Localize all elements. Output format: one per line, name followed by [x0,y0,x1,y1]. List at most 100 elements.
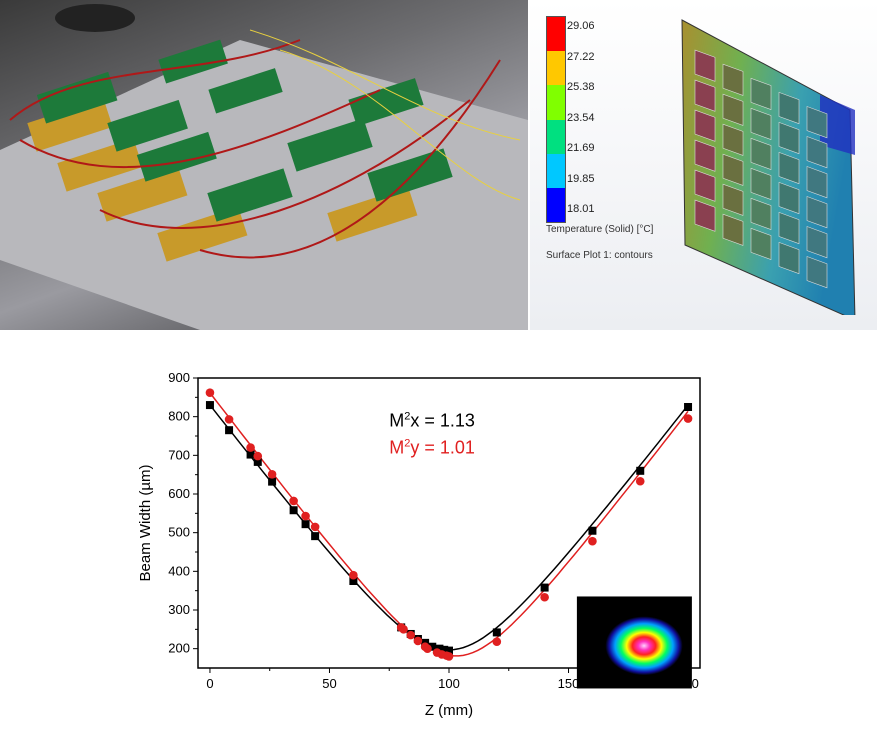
data-point-y [413,636,423,646]
x-tick-label: 50 [322,676,336,691]
data-point-x [205,401,214,410]
colorbar-label: 23.54 [567,111,595,124]
annotation-part: 2 [404,410,410,422]
data-point-y [289,496,298,506]
laser-driver-boards-photo [0,0,528,330]
colorbar-label: 21.69 [567,142,595,154]
laser-module-block [778,91,800,125]
y-tick-label: 300 [168,602,190,617]
laser-module-block [694,109,716,142]
data-point-x [445,646,453,655]
laser-module-block [694,139,716,172]
y-tick-label: 900 [168,370,190,385]
data-point-x [588,526,597,535]
laser-module-block [750,197,772,230]
laser-module-block [806,226,828,259]
x-tick-label: 100 [438,676,460,691]
laser-module-block [806,196,828,229]
colorbar-label: 27.22 [567,50,595,63]
annotation-part: M [389,437,404,457]
colorbar-label: 29.06 [567,20,595,32]
colorbar-title: Temperature (Solid) [°C] [546,224,654,235]
colorbar-segment [547,85,565,120]
laser-module-block [722,183,744,216]
laser-module-block [694,169,716,202]
colorbar-segment [547,51,565,86]
colorbar-segment [547,17,565,52]
laser-module-block [750,137,772,170]
colorbar-label: 19.85 [567,172,595,185]
beam-profile-spot [586,607,683,682]
laser-module-block [722,213,744,246]
data-point-y [399,625,408,634]
laser-module-block [806,256,828,289]
laser-module-block [806,106,828,139]
laser-module-block [806,166,828,199]
laser-module-block [778,151,800,185]
data-point-y [310,522,320,532]
m2-annotation-0: M2x = 1.13 [389,410,475,430]
laser-module-block [722,153,744,186]
data-point-y [588,536,597,546]
data-point-y [635,476,645,486]
data-point-x [289,506,298,515]
annotation-part: x = 1.13 [410,410,475,430]
data-point-x [268,477,277,486]
colorbar-label: 25.38 [567,81,595,93]
y-tick-label: 800 [168,409,190,424]
beam-width-chart: 050100150200200300400500600700800900Z (m… [130,360,710,736]
data-point-y [406,630,416,640]
laser-module-block [778,241,800,275]
colorbar-segment [547,187,565,223]
data-point-y [246,443,255,452]
colorbar-label: 18.01 [567,203,595,215]
plot-name: Surface Plot 1: contours [546,250,653,261]
data-point-x [684,403,693,411]
laser-module-block [778,181,800,215]
data-point-y [253,451,263,461]
laser-module-block [778,121,800,155]
annotation-part: 2 [404,437,410,449]
data-point-y [349,570,358,580]
x-tick-label: 0 [206,676,213,691]
temperature-colorbar [546,16,566,223]
laser-module-block [750,227,772,260]
y-tick-label: 600 [168,486,190,501]
data-point-y [301,511,310,521]
thermal-simulation-panel: 29.06 27.22 25.38 23.54 21.69 19.85 18.01 Temp… [530,0,877,330]
data-point-y [444,652,454,661]
colorbar-segment [547,119,565,154]
data-point-y [267,469,277,479]
photo-illustration [0,4,528,330]
beam-width-plot: 050100150200200300400500600700800900Z (m… [137,370,701,719]
data-point-x [225,426,234,435]
x-axis-label: Z (mm) [425,702,473,719]
m2-annotation-1: M2y = 1.01 [389,437,475,457]
data-point-y [205,388,215,397]
data-point-x [253,457,262,466]
y-tick-label: 700 [168,447,190,462]
y-tick-label: 500 [168,525,190,540]
data-point-x [492,628,501,637]
laser-module-block [694,79,716,112]
x-tick-label: 150 [558,676,580,691]
y-axis-label: Beam Width (µm) [137,465,154,582]
data-point-y [423,644,432,653]
data-point-y [540,592,549,602]
annotation-part: M [389,410,404,430]
laser-module-block [778,211,800,245]
data-point-x [246,450,255,459]
laser-module-block [750,77,772,110]
laser-module-block [694,199,716,232]
laser-module-block [694,49,716,82]
laser-module-block [750,167,772,200]
laser-module-block [722,123,744,156]
data-point-x [301,520,310,529]
data-point-x [428,642,437,651]
y-tick-label: 200 [168,641,190,656]
data-point-x [349,577,358,585]
laser-module-block [806,136,828,169]
laser-module-block [722,63,744,96]
heat-sink-model [681,19,856,315]
data-point-y [224,415,234,424]
